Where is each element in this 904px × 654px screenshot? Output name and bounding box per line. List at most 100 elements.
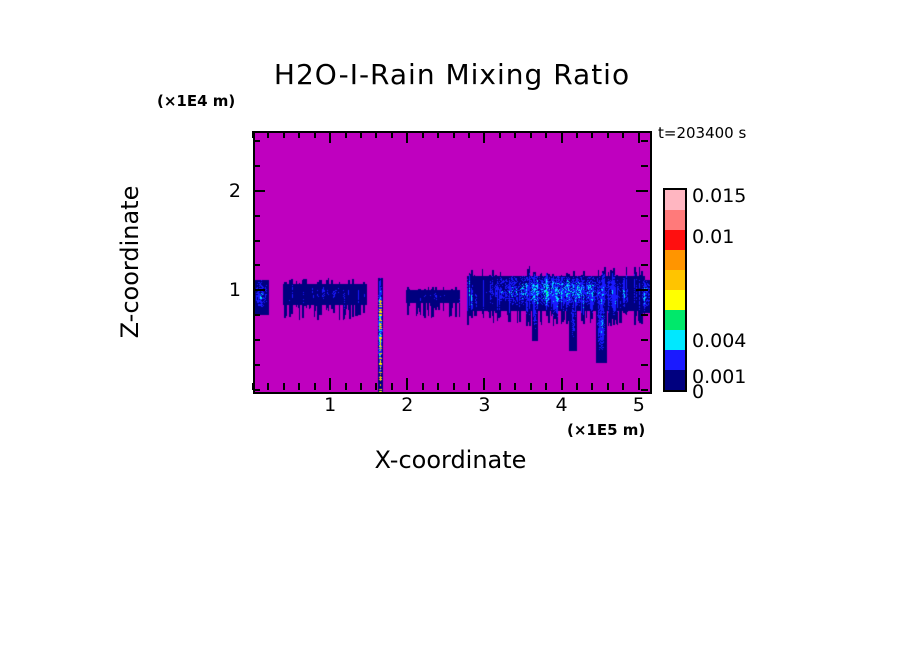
- x-axis-title: X-coordinate: [374, 446, 527, 474]
- axis-tick: [253, 289, 265, 292]
- axis-tick: [641, 364, 648, 367]
- x-tick-label: 2: [401, 394, 414, 416]
- axis-tick: [282, 383, 285, 390]
- axis-tick: [267, 383, 270, 390]
- axis-tick: [591, 383, 594, 390]
- axis-tick: [253, 214, 260, 217]
- axis-tick: [253, 189, 265, 192]
- axis-tick: [606, 131, 609, 138]
- x-axis-units-label: (×1E5 m): [567, 421, 646, 439]
- axis-tick: [545, 383, 548, 390]
- axis-tick: [514, 383, 517, 390]
- axis-tick: [252, 383, 254, 390]
- axis-tick: [313, 131, 316, 138]
- axis-tick: [344, 383, 347, 390]
- axis-tick: [483, 131, 486, 143]
- axis-tick: [253, 339, 260, 342]
- axis-tick: [282, 131, 285, 138]
- colorbar: [663, 188, 687, 392]
- x-tick-label: 4: [555, 394, 568, 416]
- axis-tick: [390, 131, 393, 138]
- axis-tick: [591, 131, 594, 138]
- axis-tick: [468, 383, 471, 390]
- heatmap-canvas: [255, 133, 650, 392]
- axis-tick: [636, 189, 648, 192]
- colorbar-band: [665, 230, 685, 251]
- plot-area: [253, 131, 652, 394]
- axis-tick: [452, 383, 455, 390]
- axis-tick: [637, 131, 640, 143]
- axis-tick: [641, 214, 648, 217]
- colorbar-band: [665, 330, 685, 351]
- axis-tick: [498, 383, 501, 390]
- axis-tick: [641, 164, 648, 167]
- page-title: H2O-I-Rain Mixing Ratio: [273, 58, 631, 91]
- axis-tick: [576, 383, 579, 390]
- axis-tick: [253, 239, 260, 242]
- axis-tick: [452, 131, 455, 138]
- axis-tick: [622, 383, 625, 390]
- axis-tick: [406, 378, 409, 390]
- axis-tick: [529, 383, 532, 390]
- axis-tick: [267, 131, 270, 138]
- colorbar-band: [665, 190, 685, 211]
- axis-tick: [253, 364, 260, 367]
- axis-tick: [529, 131, 532, 138]
- axis-tick: [437, 131, 440, 138]
- axis-tick: [560, 378, 563, 390]
- axis-tick: [514, 131, 517, 138]
- colorbar-tick-label: 0.001: [692, 366, 747, 388]
- axis-tick: [253, 389, 260, 391]
- colorbar-tick-label: 0.01: [692, 226, 735, 248]
- axis-tick: [253, 264, 260, 267]
- axis-tick: [329, 378, 332, 390]
- axis-tick: [360, 383, 362, 390]
- axis-tick: [498, 131, 501, 138]
- axis-tick: [637, 378, 640, 390]
- axis-tick: [576, 131, 579, 138]
- colorbar-tick-label: 0.015: [692, 185, 747, 207]
- axis-tick: [298, 131, 301, 138]
- axis-tick: [560, 131, 563, 143]
- axis-tick: [390, 383, 393, 390]
- axis-tick: [421, 131, 424, 138]
- z-tick-label: 1: [228, 279, 241, 302]
- z-axis-title: Z-coordinate: [116, 185, 144, 339]
- axis-tick: [606, 383, 609, 390]
- axis-tick: [641, 239, 648, 242]
- axis-tick: [641, 389, 648, 391]
- x-tick-label: 3: [478, 394, 491, 416]
- axis-tick: [375, 383, 378, 390]
- colorbar-band: [665, 270, 685, 291]
- colorbar-band: [665, 290, 685, 311]
- axis-tick: [641, 339, 648, 342]
- colorbar-band: [665, 350, 685, 371]
- axis-tick: [253, 314, 260, 317]
- axis-tick: [253, 139, 260, 142]
- z-tick-label: 2: [228, 179, 241, 202]
- colorbar-band: [665, 370, 685, 390]
- axis-tick: [298, 383, 301, 390]
- axis-tick: [641, 264, 648, 267]
- axis-tick: [360, 131, 362, 138]
- axis-tick: [313, 383, 316, 390]
- axis-tick: [329, 131, 332, 143]
- colorbar-band: [665, 250, 685, 271]
- x-tick-label: 1: [324, 394, 337, 416]
- colorbar-tick-label: 0.004: [692, 330, 747, 352]
- axis-tick: [483, 378, 486, 390]
- colorbar-band: [665, 210, 685, 231]
- axis-tick: [344, 131, 347, 138]
- axis-tick: [437, 383, 440, 390]
- colorbar-band: [665, 310, 685, 331]
- axis-tick: [636, 289, 648, 292]
- axis-tick: [468, 131, 471, 138]
- axis-tick: [406, 131, 409, 143]
- x-tick-label: 5: [632, 394, 645, 416]
- z-axis-units-label: (×1E4 m): [157, 92, 236, 110]
- axis-tick: [622, 131, 625, 138]
- axis-tick: [252, 131, 254, 138]
- axis-tick: [375, 131, 378, 138]
- time-annotation: t=203400 s: [658, 124, 747, 142]
